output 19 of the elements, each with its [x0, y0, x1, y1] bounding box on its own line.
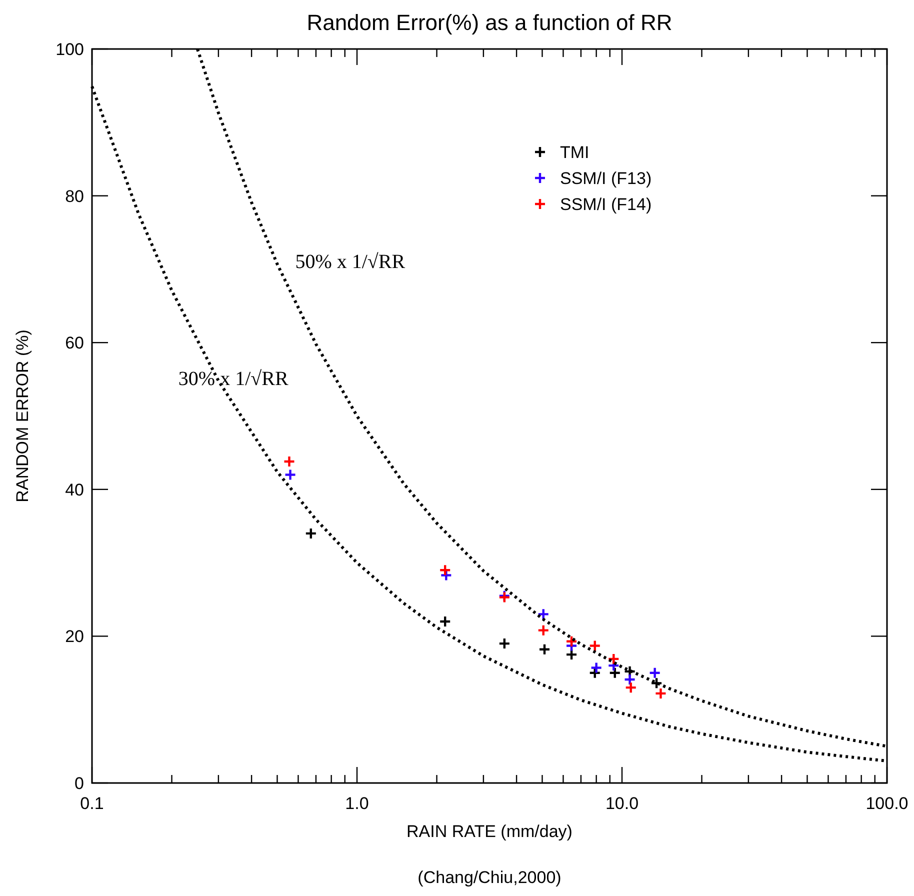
y-tick-label: 80 [65, 186, 84, 206]
series-label: 30% x 1/√RR [178, 368, 289, 390]
x-tick-label: 10.0 [605, 794, 639, 813]
y-axis-title: RANDOM ERROR (%) [13, 330, 32, 502]
x-tick-label: 100.0 [866, 794, 908, 813]
y-tick-label: 100 [56, 40, 84, 59]
y-tick-label: 40 [65, 480, 84, 500]
series-label: 50% x 1/√RR [295, 251, 406, 274]
chart-title: Random Error(%) as a function of RR [306, 10, 672, 35]
legend-label: TMI [560, 143, 590, 162]
y-tick-label: 20 [65, 627, 84, 646]
x-axis-title: RAIN RATE (mm/day) [406, 822, 572, 841]
x-tick-label: 1.0 [345, 794, 369, 813]
legend-label: SSM/I (F13) [560, 169, 652, 188]
y-tick-label: 0 [74, 774, 84, 793]
y-tick-label: 60 [65, 334, 84, 353]
x-tick-label: 0.1 [80, 794, 104, 813]
legend-label: SSM/I (F14) [560, 195, 652, 214]
text: (Chang/Chiu,2000) [418, 868, 562, 887]
